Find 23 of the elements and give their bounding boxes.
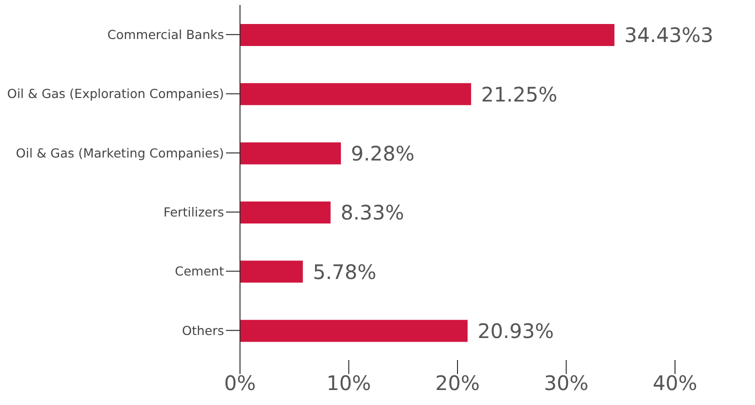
- data-label: 34.43%3: [624, 23, 714, 48]
- data-label: 21.25%: [481, 82, 558, 106]
- data-label: 20.93%: [478, 318, 554, 343]
- y-tick-label: Commercial Banks: [107, 27, 224, 42]
- bar: [240, 24, 614, 46]
- bar: [240, 83, 472, 106]
- x-tick-label: 30%: [544, 371, 588, 396]
- bar: [240, 260, 303, 283]
- bar: [240, 320, 468, 342]
- y-tick-label: Oil & Gas (Marketing Companies): [16, 145, 224, 160]
- y-tick-label: Cement: [174, 264, 224, 279]
- x-tick-label: 20%: [435, 371, 480, 396]
- x-tick-label: 40%: [652, 371, 698, 396]
- bar: [240, 202, 331, 224]
- y-tick-label: Fertilizers: [163, 204, 224, 220]
- x-tick-label: 10%: [326, 371, 371, 396]
- x-tick-label: 0%: [224, 371, 256, 396]
- data-label: 9.28%: [350, 141, 414, 166]
- y-tick-label: Oil & Gas (Exploration Companies): [7, 86, 224, 102]
- data-label: 8.33%: [340, 200, 404, 225]
- data-label: 5.78%: [312, 260, 376, 284]
- bar: [240, 142, 341, 164]
- y-tick-label: Others: [182, 322, 224, 338]
